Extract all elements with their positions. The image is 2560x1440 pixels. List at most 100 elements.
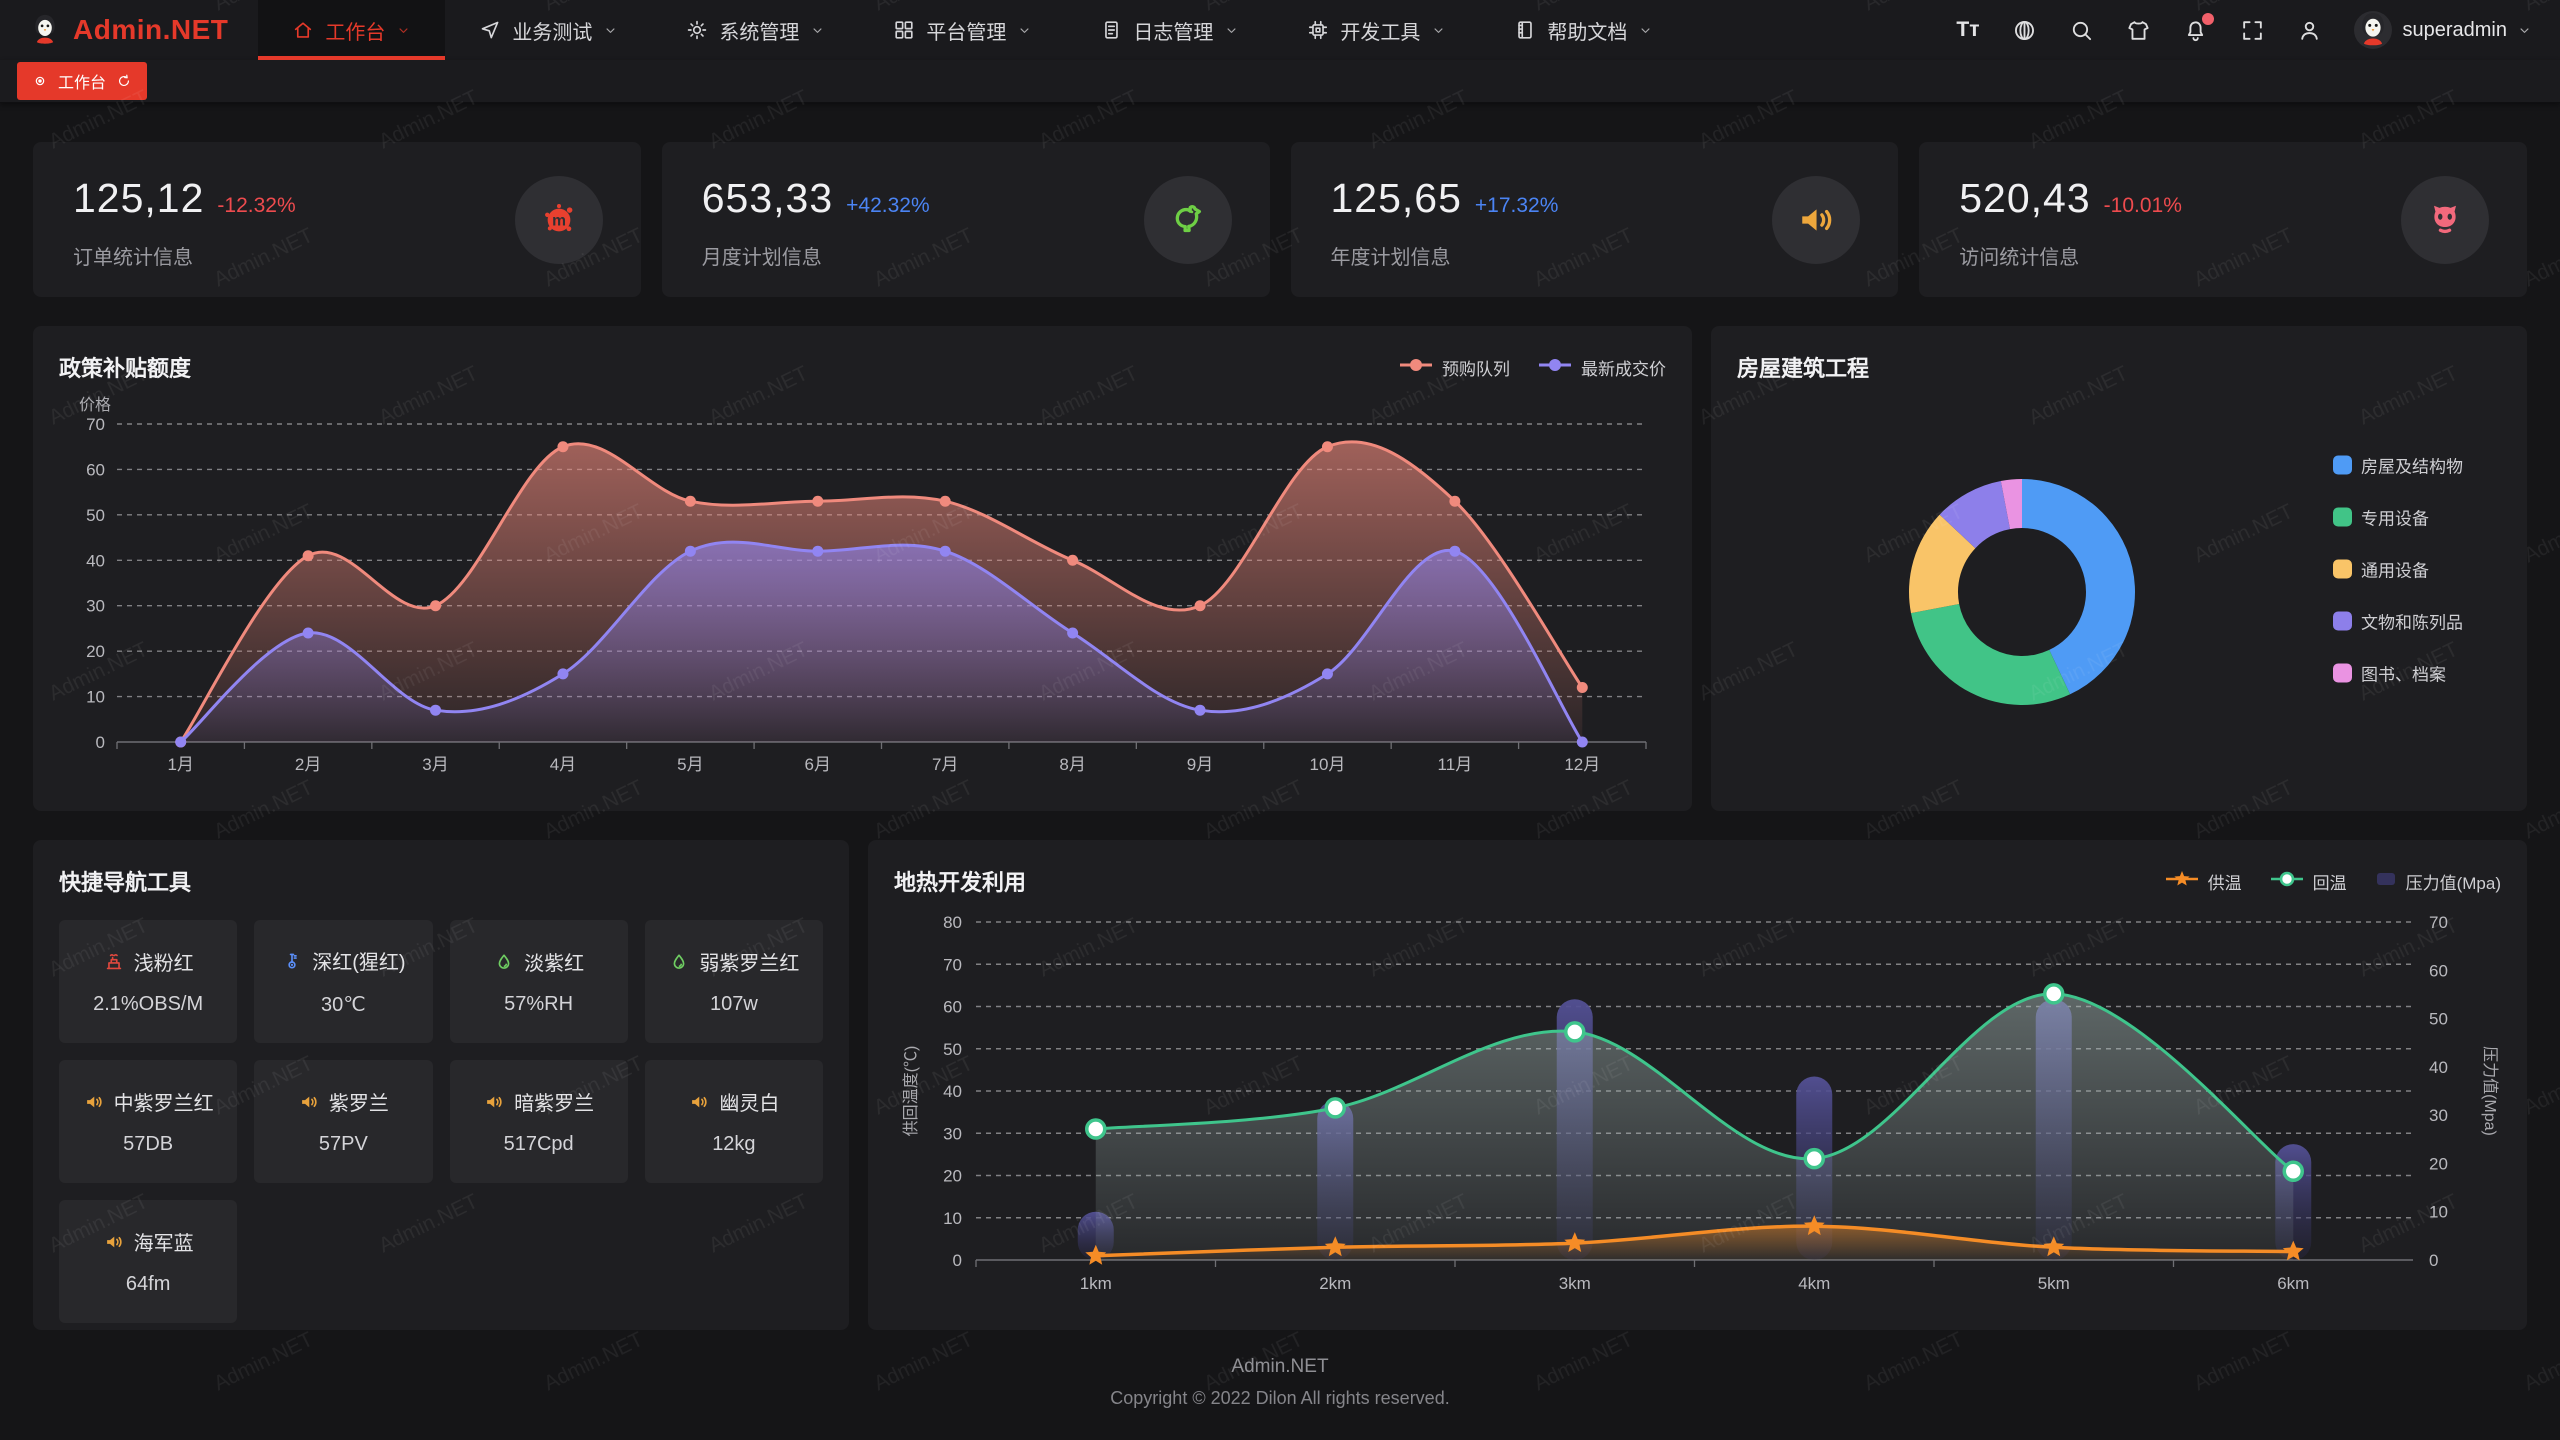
legend-通用设备[interactable]: 通用设备 <box>2333 556 2463 581</box>
tab-工作台[interactable]: 工作台 <box>17 62 148 100</box>
quick-nav-item-title: 浅粉红 <box>103 947 194 976</box>
search-button[interactable] <box>2069 18 2094 43</box>
legend-供温[interactable]: 供温 <box>2165 869 2242 894</box>
stat-card-0: 125,12 -12.32% 订单统计信息 m <box>33 142 641 297</box>
legend-图书、档案[interactable]: 图书、档案 <box>2333 660 2463 685</box>
pie-slice-房屋及结构物 <box>2022 479 2136 695</box>
quick-nav-item-title: 中紫罗兰红 <box>83 1087 214 1116</box>
svg-text:20: 20 <box>943 1167 962 1186</box>
svg-text:40: 40 <box>2429 1058 2448 1077</box>
quick-nav-item-2[interactable]: 淡紫红 57%RH <box>449 920 628 1043</box>
font-size-icon[interactable]: Tт <box>1956 18 1980 41</box>
stat-icon-circle <box>2401 175 2489 264</box>
svg-text:1km: 1km <box>1080 1274 1112 1293</box>
legend-专用设备[interactable]: 专用设备 <box>2333 504 2463 529</box>
navigation-icon <box>479 19 501 41</box>
quick-nav-item-label: 海军蓝 <box>133 1233 194 1255</box>
stat-icon-circle <box>1143 175 1232 264</box>
quick-nav-item-4[interactable]: 中紫罗兰红 57DB <box>59 1060 238 1183</box>
document-icon <box>1100 19 1122 41</box>
geothermal-chart-title: 地热开发利用 <box>894 870 1027 895</box>
thermometer-icon <box>281 950 303 972</box>
topbar: Admin.NET 工作台 业务测试 系统管理 平台管理 日志管理 开发工具 帮助文档 Tт… <box>0 0 2560 60</box>
app-logo[interactable]: Admin.NET <box>0 0 258 60</box>
quick-nav-item-1[interactable]: 深红(猩红) 30℃ <box>254 920 433 1043</box>
svg-text:6月: 6月 <box>805 755 831 774</box>
menu-item-help-docs[interactable]: 帮助文档 <box>1480 0 1687 60</box>
quick-nav-item-label: 浅粉红 <box>133 953 194 975</box>
quick-nav-item-title: 海军蓝 <box>103 1227 194 1256</box>
factory-icon <box>103 951 125 973</box>
legend-marker <box>2375 871 2397 892</box>
notification-button[interactable] <box>2183 12 2215 43</box>
menu-item-system-manage[interactable]: 系统管理 <box>652 0 859 60</box>
menu-item-log-manage[interactable]: 日志管理 <box>1066 0 1273 60</box>
pie-slice-通用设备 <box>1909 514 1976 614</box>
fullscreen-button[interactable] <box>2240 18 2265 43</box>
quick-nav-item-7[interactable]: 幽灵白 12kg <box>644 1060 823 1183</box>
subsidy-chart-legend: 预购队列 最新成交价 <box>1399 355 1666 380</box>
horn-icon <box>298 1091 320 1113</box>
legend-房屋及结构物[interactable]: 房屋及结构物 <box>2333 452 2463 477</box>
svg-text:3月: 3月 <box>422 755 448 774</box>
svg-text:2月: 2月 <box>295 755 321 774</box>
quick-nav-title: 快捷导航工具 <box>59 870 192 895</box>
language-button[interactable] <box>2012 18 2037 43</box>
menu-item-business-test[interactable]: 业务测试 <box>445 0 652 60</box>
horn-icon <box>483 1091 505 1113</box>
quick-nav-item-3[interactable]: 弱紫罗兰红 107w <box>644 920 823 1043</box>
quick-nav-item-6[interactable]: 暗紫罗兰 517Cpd <box>449 1060 628 1183</box>
user-name: superadmin <box>2402 18 2507 41</box>
footer-app-name: Admin.NET <box>1231 1356 1329 1377</box>
quick-nav-item-0[interactable]: 浅粉红 2.1%OBS/M <box>59 920 238 1043</box>
quick-nav-item-value: 57DB <box>123 1133 174 1155</box>
tab-dot-icon <box>32 73 48 89</box>
legend-压力值(Mpa)[interactable]: 压力值(Mpa) <box>2375 869 2501 894</box>
user-menu[interactable]: superadmin <box>2354 11 2532 49</box>
chevron-down-icon <box>1224 23 1239 38</box>
legend-label: 供温 <box>2207 873 2242 893</box>
chevron-down-icon <box>603 23 618 38</box>
refresh-icon[interactable] <box>116 73 132 89</box>
svg-text:价格: 价格 <box>79 396 111 414</box>
stat-card-top: 125,12 -12.32% <box>73 175 601 222</box>
cat-icon <box>2423 198 2467 242</box>
geothermal-chart-canvas: 0 10 20 30 40 50 60 70 80 0 10 20 30 40 50 60 70 供回温度(℃) 压… <box>902 913 2499 1293</box>
legend-label: 文物和陈列品 <box>2361 613 2463 632</box>
legend-回温[interactable]: 回温 <box>2270 869 2347 894</box>
quick-nav-item-8[interactable]: 海军蓝 64fm <box>59 1200 238 1323</box>
subsidy-chart-title: 政策补贴额度 <box>59 356 192 381</box>
quick-nav-item-title: 弱紫罗兰红 <box>668 947 799 976</box>
legend-预购队列[interactable]: 预购队列 <box>1399 355 1510 380</box>
svg-text:20: 20 <box>2429 1154 2448 1173</box>
menu-item-platform-manage[interactable]: 平台管理 <box>859 0 1066 60</box>
svg-text:3km: 3km <box>1559 1274 1591 1293</box>
building-pie-panel: 房屋建筑工程 房屋及结构物 专用设备 通用设备 文物和陈列品 图书、档案 <box>1711 326 2527 811</box>
avatar <box>2354 11 2393 49</box>
chevron-down-icon <box>1638 23 1653 38</box>
menu-item-label: 业务测试 <box>512 21 593 44</box>
home-icon <box>292 19 314 41</box>
legend-swatch <box>2333 455 2352 474</box>
legend-swatch <box>2333 611 2352 630</box>
svg-text:9月: 9月 <box>1187 755 1213 774</box>
menu-item-workbench[interactable]: 工作台 <box>258 0 446 60</box>
notification-badge <box>2202 12 2215 25</box>
stat-value: 520,43 <box>1959 175 2091 221</box>
svg-text:60: 60 <box>2429 961 2448 980</box>
legend-最新成交价[interactable]: 最新成交价 <box>1538 355 1666 380</box>
svg-text:10月: 10月 <box>1309 755 1345 774</box>
chevron-down-icon <box>1431 23 1446 38</box>
svg-text:80: 80 <box>943 913 962 932</box>
menu-item-label: 平台管理 <box>926 21 1007 44</box>
chevron-down-icon <box>1017 23 1032 38</box>
theme-button[interactable] <box>2126 18 2151 43</box>
quick-nav-item-label: 中紫罗兰红 <box>113 1093 214 1115</box>
stat-label: 订单统计信息 <box>73 247 193 269</box>
svg-text:4月: 4月 <box>550 755 576 774</box>
quick-nav-item-5[interactable]: 紫罗兰 57PV <box>254 1060 433 1183</box>
profile-button[interactable] <box>2297 18 2322 43</box>
menu-item-dev-tools[interactable]: 开发工具 <box>1273 0 1480 60</box>
legend-文物和陈列品[interactable]: 文物和陈列品 <box>2333 608 2463 633</box>
menu-item-label: 工作台 <box>325 21 386 44</box>
